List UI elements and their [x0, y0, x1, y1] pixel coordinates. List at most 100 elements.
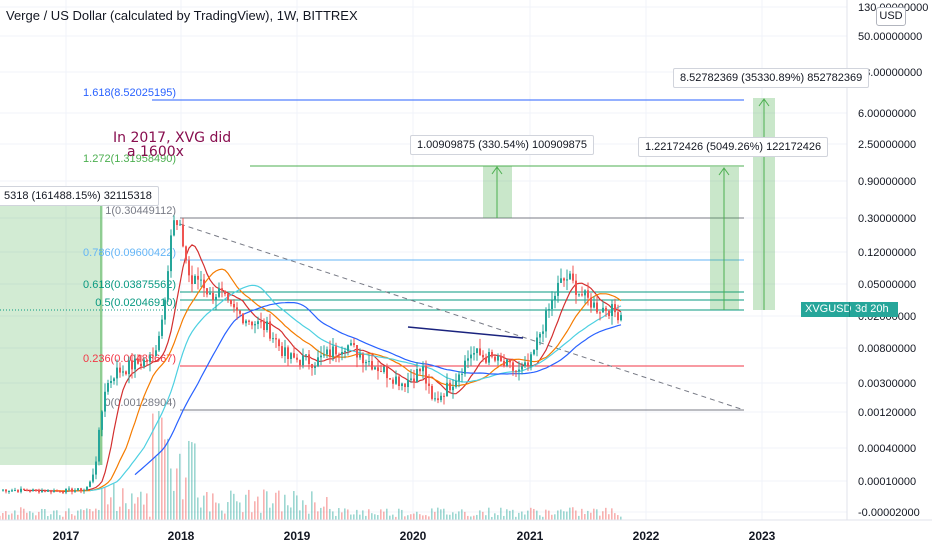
candle-body	[122, 371, 124, 373]
y-tick-label: 6.00000000	[858, 108, 916, 120]
candle-body	[233, 303, 235, 308]
fib-level-label: 1.272(1.31958490)	[83, 153, 176, 165]
volume-bar	[551, 514, 553, 520]
volume-bar	[569, 507, 571, 520]
volume-bar	[299, 510, 301, 520]
volume-bar	[323, 506, 325, 520]
candle-body	[587, 290, 589, 298]
candle-body	[578, 294, 580, 296]
volume-bar	[23, 508, 25, 520]
chart-title: Verge / US Dollar (calculated by Trading…	[6, 8, 358, 23]
candle-body	[302, 355, 304, 366]
volume-bar	[401, 509, 403, 520]
volume-bar	[20, 507, 22, 520]
candle-body	[92, 474, 94, 482]
candle-body	[512, 362, 514, 371]
volume-bar	[506, 509, 508, 520]
candle-body	[554, 295, 556, 300]
volume-bar	[374, 514, 376, 520]
volume-bar	[431, 508, 433, 520]
candle-body	[338, 354, 340, 356]
volume-bar	[188, 440, 190, 520]
annotation-line-2: a 1600x	[127, 144, 184, 160]
currency-unit-button[interactable]: USD	[876, 7, 906, 26]
candle-body	[77, 488, 79, 491]
candle-body	[56, 490, 58, 492]
candle-body	[521, 366, 523, 370]
volume-bar	[416, 511, 418, 520]
volume-bar	[182, 499, 184, 520]
candle-body	[608, 310, 610, 317]
volume-bar	[263, 489, 265, 520]
volume-bar	[563, 511, 565, 520]
volume-bar	[524, 514, 526, 520]
candle-body	[119, 367, 121, 373]
candle-body	[140, 363, 142, 367]
volume-bar	[611, 508, 613, 520]
candle-body	[5, 489, 7, 492]
volume-bar	[29, 511, 31, 520]
volume-bar	[479, 510, 481, 520]
candle-body	[365, 362, 367, 364]
candle-body	[383, 366, 385, 372]
candle-body	[446, 382, 448, 397]
candle-body	[455, 380, 457, 387]
volume-bar	[179, 453, 181, 520]
volume-bar	[92, 511, 94, 520]
volume-bar	[152, 413, 154, 520]
candle-body	[458, 374, 460, 381]
candle-body	[137, 358, 139, 364]
volume-bar	[146, 493, 148, 520]
candle-body	[266, 321, 268, 331]
candle-body	[473, 353, 475, 355]
candle-body	[74, 490, 76, 492]
candle-body	[128, 360, 130, 375]
candle-body	[134, 358, 136, 370]
volume-bar	[530, 507, 532, 520]
candle-body	[188, 260, 190, 276]
volume-bar	[65, 511, 67, 520]
candle-body	[590, 297, 592, 308]
volume-bar	[533, 508, 535, 520]
candle-body	[146, 359, 148, 362]
candle-body	[614, 304, 616, 313]
candle-body	[299, 359, 301, 366]
candle-body	[491, 351, 493, 357]
candle-body	[443, 395, 445, 397]
time-axis[interactable]: 2017 2018 2019 2020 2021 2022 2023	[53, 529, 776, 543]
candle-body	[353, 343, 355, 346]
moving-average-line	[89, 284, 622, 492]
volume-bar	[314, 502, 316, 520]
volume-bar	[581, 508, 583, 520]
volume-bar	[17, 514, 19, 520]
x-tick-label: 2017	[53, 529, 80, 543]
volume-bar	[482, 511, 484, 520]
volume-bar	[158, 411, 160, 520]
candle-body	[242, 313, 244, 324]
candle-body	[254, 324, 256, 326]
candle-body	[116, 367, 118, 379]
fib-level-label: 0.786(0.09600422)	[83, 247, 176, 259]
volume-bar	[233, 493, 235, 520]
volume-bar	[545, 509, 547, 520]
volume-bar	[455, 513, 457, 520]
volume-bar	[215, 502, 217, 520]
volume-bar	[206, 492, 208, 520]
candle-body	[275, 338, 277, 340]
volume-bar	[239, 502, 241, 520]
candle-body	[395, 376, 397, 384]
projection-label-1: 8.52782369 (35330.89%) 852782369	[673, 68, 870, 88]
volume-bar	[560, 509, 562, 520]
candle-body	[170, 235, 172, 272]
volume-bar	[509, 510, 511, 520]
volume-bar	[254, 501, 256, 520]
volume-bar	[38, 511, 40, 520]
volume-bar	[86, 508, 88, 520]
candle-body	[572, 273, 574, 281]
candle-body	[362, 354, 364, 364]
candle-body	[515, 370, 517, 372]
candle-body	[425, 366, 427, 384]
volume-bar	[602, 511, 604, 520]
x-tick-label: 2019	[284, 529, 311, 543]
